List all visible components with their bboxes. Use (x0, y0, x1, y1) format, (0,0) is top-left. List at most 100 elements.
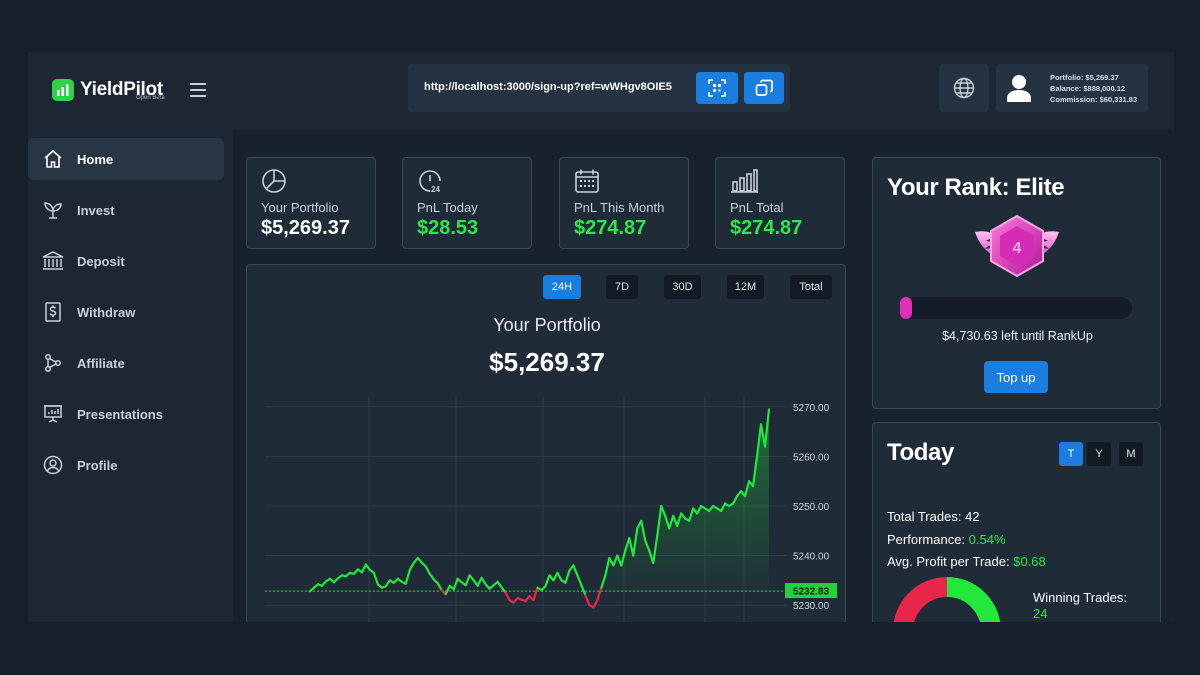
line-segment-gain (564, 569, 571, 584)
line-segment-gain (672, 514, 679, 527)
brand-logo[interactable]: YieldPilot (52, 79, 163, 101)
period-button-today[interactable]: T (1059, 442, 1083, 466)
stat-label: PnL Today (417, 200, 478, 215)
stat-label: Your Portfolio (261, 200, 339, 215)
avg-profit-label: Avg. Profit per Trade: (887, 554, 1010, 569)
account-summary[interactable]: Portfolio: $5,269.37 Balance: $888,000.1… (996, 64, 1148, 112)
svg-text:24: 24 (431, 185, 440, 194)
line-segment-gain (464, 574, 471, 587)
range-button-total[interactable]: Total (790, 275, 832, 299)
bank-icon (42, 250, 64, 272)
line-segment-gain (580, 584, 587, 597)
stat-card-pnl-month: PnL This Month $274.87 (559, 157, 689, 249)
today-title: Today (887, 439, 954, 466)
rank-badge-icon: 4 (975, 214, 1059, 278)
copy-link-button[interactable] (744, 72, 784, 104)
dashboard-main: Your Portfolio $5,269.37 24 PnL Today $2… (233, 130, 1174, 622)
y-tick-label: 5230.00 (793, 601, 830, 612)
range-button-12m[interactable]: 12M (727, 275, 764, 299)
avg-profit-value: $0.68 (1013, 554, 1046, 569)
line-segment-gain (720, 502, 727, 513)
referral-url[interactable]: http://localhost:3000/sign-up?ref=wWHgv8… (424, 81, 672, 93)
portfolio-line-chart[interactable]: 5270.00 5260.00 5250.00 5240.00 5230.00 5232.… (247, 265, 847, 622)
sidebar-item-profile[interactable]: Profile (28, 444, 224, 486)
sidebar-item-label: Affiliate (77, 355, 125, 371)
qr-code-icon (708, 79, 726, 97)
line-segment-gain (751, 455, 759, 488)
line-segment-gain (444, 584, 451, 596)
line-segment-gain (652, 534, 659, 565)
home-icon (42, 148, 64, 170)
period-button-yesterday[interactable]: Y (1087, 442, 1111, 466)
sidebar-item-label: Deposit (77, 253, 125, 269)
app-window: YieldPilot Open Beta http://localhost:30… (28, 52, 1174, 622)
line-segment-gain (556, 571, 563, 582)
copy-icon (755, 79, 773, 96)
stat-label: PnL This Month (574, 200, 665, 215)
brand-name: YieldPilot (80, 79, 163, 100)
top-bar: YieldPilot Open Beta http://localhost:30… (28, 52, 1174, 130)
line-segment-gain (600, 574, 607, 589)
line-segment-gain (604, 556, 611, 577)
performance-row: Performance: 0.54% (887, 532, 1006, 547)
avg-profit-row: Avg. Profit per Trade: $0.68 (887, 554, 1046, 569)
portfolio-chart-card: 24H 7D 30D 12M Total Your Portfolio $5,2… (246, 264, 846, 622)
current-value-marker (785, 583, 837, 599)
avatar-icon (1007, 75, 1031, 102)
rank-progress-fill (900, 297, 912, 319)
range-button-30d[interactable]: 30D (664, 275, 701, 299)
period-button-month[interactable]: M (1119, 442, 1143, 466)
hamburger-menu-icon[interactable] (190, 83, 206, 97)
y-tick-label: 5260.00 (793, 452, 830, 463)
qr-code-button[interactable] (696, 72, 738, 104)
line-segment-gain (668, 514, 675, 530)
line-segment-loss (504, 591, 511, 602)
stat-card-portfolio: Your Portfolio $5,269.37 (246, 157, 376, 249)
y-tick-label: 5270.00 (793, 403, 830, 414)
dollar-doc-icon (42, 301, 64, 323)
rank-level: 4 (1013, 240, 1022, 257)
sidebar-item-invest[interactable]: Invest (28, 189, 224, 231)
line-segment-gain (660, 504, 667, 518)
rank-title: Your Rank: Elite (887, 174, 1065, 201)
chart-value: $5,269.37 (489, 347, 605, 377)
language-button[interactable] (939, 64, 989, 112)
line-segment-gain (476, 576, 483, 587)
line-segment-gain (576, 574, 583, 587)
line-segment-gain (384, 579, 391, 588)
range-button-7d[interactable]: 7D (606, 275, 638, 299)
win-loss-donut-chart (893, 577, 1001, 622)
stat-card-pnl-today: 24 PnL Today $28.53 (402, 157, 532, 249)
rank-progress-note: $4,730.63 left until RankUp (942, 329, 1093, 343)
sidebar-item-withdraw[interactable]: Withdraw (28, 291, 224, 333)
pie-chart-icon (262, 169, 286, 193)
stat-label: PnL Total (730, 200, 784, 215)
stat-value: $274.87 (730, 217, 803, 239)
clock-24-icon: 24 (419, 170, 441, 194)
top-up-button[interactable]: Top up (984, 361, 1048, 393)
portfolio-balance: Portfolio: $5,269.37 (1050, 73, 1119, 82)
sidebar-item-label: Withdraw (77, 304, 136, 320)
current-value-label: 5232.83 (793, 587, 830, 598)
sidebar: Home Invest Deposit Withdraw Affiliate (28, 130, 233, 622)
calendar-icon (575, 169, 599, 193)
total-trades-row: Total Trades: 42 (887, 509, 980, 524)
sidebar-item-deposit[interactable]: Deposit (28, 240, 224, 282)
sidebar-item-presentations[interactable]: Presentations (28, 393, 224, 435)
line-segment-loss (592, 599, 599, 609)
network-icon (42, 352, 64, 374)
referral-link-box: http://localhost:3000/sign-up?ref=wWHgv8… (408, 64, 790, 112)
line-segment-gain (408, 561, 415, 572)
winning-trades-value: 24 (1033, 606, 1048, 621)
line-segment-gain (612, 554, 619, 567)
line-segment-gain (664, 514, 671, 530)
globe-icon (953, 77, 975, 99)
line-segment-gain (656, 504, 663, 537)
bar-chart-icon (731, 169, 758, 193)
sidebar-item-label: Profile (77, 457, 118, 473)
account-stats: Portfolio: $5,269.37 Balance: $888,000.1… (1050, 72, 1137, 105)
range-button-24h[interactable]: 24H (543, 275, 581, 299)
sidebar-item-home[interactable]: Home (28, 138, 224, 180)
sidebar-item-affiliate[interactable]: Affiliate (28, 342, 224, 384)
line-segment-gain (620, 549, 627, 567)
